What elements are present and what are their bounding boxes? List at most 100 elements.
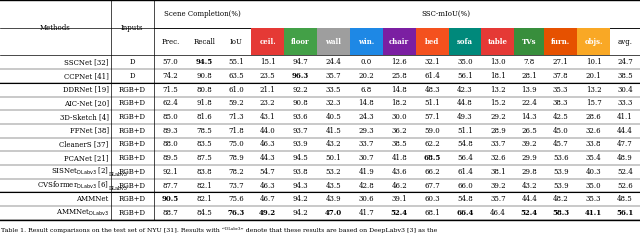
- Text: Methods: Methods: [40, 24, 70, 32]
- Text: 35.0: 35.0: [586, 181, 602, 190]
- Text: 52.4: 52.4: [521, 209, 538, 217]
- Text: chair: chair: [389, 38, 410, 46]
- Text: 36.2: 36.2: [392, 127, 407, 135]
- Text: 80.8: 80.8: [196, 86, 212, 94]
- Text: 3D-Sketch [4]: 3D-Sketch [4]: [60, 113, 109, 121]
- Text: 75.0: 75.0: [228, 141, 244, 148]
- Text: 28.1: 28.1: [522, 72, 537, 80]
- Text: 38.5: 38.5: [617, 72, 633, 80]
- Text: 41.1: 41.1: [617, 113, 633, 121]
- Text: 54.8: 54.8: [457, 195, 473, 203]
- Text: RGB+D: RGB+D: [119, 195, 146, 203]
- Text: 43.2: 43.2: [326, 141, 341, 148]
- Text: 73.7: 73.7: [228, 181, 244, 190]
- Text: 29.9: 29.9: [522, 154, 537, 162]
- Text: 44.8: 44.8: [457, 99, 473, 107]
- Text: 94.2: 94.2: [292, 195, 308, 203]
- Text: 90.8: 90.8: [196, 72, 212, 80]
- Text: 96.3: 96.3: [292, 72, 309, 80]
- Text: RGB+D: RGB+D: [119, 127, 146, 135]
- Text: 38.1: 38.1: [490, 168, 506, 176]
- Text: Scene Completion(%): Scene Completion(%): [164, 10, 241, 18]
- Text: 41.9: 41.9: [358, 168, 374, 176]
- Text: DLabv3: DLabv3: [109, 186, 127, 191]
- Text: floor: floor: [291, 38, 310, 46]
- Text: 68.5: 68.5: [424, 154, 441, 162]
- Text: 42.5: 42.5: [553, 113, 568, 121]
- Text: 62.2: 62.2: [424, 141, 440, 148]
- Text: table: table: [488, 38, 508, 46]
- Bar: [544, 28, 577, 55]
- Text: 92.1: 92.1: [163, 168, 179, 176]
- Text: 29.2: 29.2: [490, 113, 506, 121]
- Text: 43.1: 43.1: [260, 113, 275, 121]
- Text: 7.8: 7.8: [524, 58, 535, 66]
- Text: 37.8: 37.8: [553, 72, 568, 80]
- Text: 50.1: 50.1: [326, 154, 341, 162]
- Text: 83.8: 83.8: [196, 168, 212, 176]
- Text: 66.4: 66.4: [456, 209, 474, 217]
- Text: SSCNet [32]: SSCNet [32]: [64, 58, 109, 66]
- Text: 76.3: 76.3: [228, 209, 245, 217]
- Text: 30.6: 30.6: [358, 195, 374, 203]
- Text: SISNet$_{\mathrm{DLabv3}}$ [2]: SISNet$_{\mathrm{DLabv3}}$ [2]: [51, 166, 109, 177]
- Text: 29.3: 29.3: [358, 127, 374, 135]
- Text: 91.8: 91.8: [196, 99, 212, 107]
- Text: 84.5: 84.5: [196, 209, 212, 217]
- Bar: [416, 28, 449, 55]
- Text: 49.2: 49.2: [259, 209, 276, 217]
- Text: 38.5: 38.5: [392, 141, 407, 148]
- Text: 88.0: 88.0: [163, 141, 179, 148]
- Text: CCPNet [41]: CCPNet [41]: [64, 72, 109, 80]
- Text: 32.6: 32.6: [490, 154, 506, 162]
- Text: 71.3: 71.3: [228, 113, 244, 121]
- Text: 15.2: 15.2: [490, 99, 506, 107]
- Text: 55.1: 55.1: [228, 58, 244, 66]
- Text: 59.2: 59.2: [228, 99, 244, 107]
- Text: SSC-mIoU(%): SSC-mIoU(%): [421, 10, 470, 18]
- Text: 30.4: 30.4: [617, 86, 633, 94]
- Text: 33.7: 33.7: [490, 141, 506, 148]
- Text: 29.8: 29.8: [522, 168, 537, 176]
- Text: 47.0: 47.0: [325, 209, 342, 217]
- Text: 33.3: 33.3: [618, 99, 633, 107]
- Text: 66.0: 66.0: [457, 181, 473, 190]
- Text: 39.2: 39.2: [522, 141, 537, 148]
- Text: 13.2: 13.2: [586, 86, 602, 94]
- Text: 6.8: 6.8: [361, 86, 372, 94]
- Bar: [515, 28, 544, 55]
- Text: 93.8: 93.8: [292, 168, 308, 176]
- Text: 89.3: 89.3: [163, 127, 179, 135]
- Text: objs.: objs.: [584, 38, 603, 46]
- Text: 53.6: 53.6: [553, 154, 568, 162]
- Text: TVs: TVs: [522, 38, 536, 46]
- Text: 49.3: 49.3: [457, 113, 473, 121]
- Text: 87.5: 87.5: [196, 154, 212, 162]
- Text: DDRNet [19]: DDRNet [19]: [63, 86, 109, 94]
- Text: 15.1: 15.1: [260, 58, 276, 66]
- Text: 89.5: 89.5: [163, 154, 179, 162]
- Text: 60.3: 60.3: [424, 195, 440, 203]
- Text: 46.3: 46.3: [260, 141, 275, 148]
- Text: 58.3: 58.3: [552, 209, 569, 217]
- Text: 54.7: 54.7: [260, 168, 276, 176]
- Text: 44.4: 44.4: [617, 127, 633, 135]
- Text: 56.1: 56.1: [457, 72, 473, 80]
- Text: 61.0: 61.0: [228, 86, 244, 94]
- Text: 52.4: 52.4: [390, 209, 408, 217]
- Text: 46.4: 46.4: [490, 209, 506, 217]
- Text: RGB+D: RGB+D: [119, 86, 146, 94]
- Text: 28.9: 28.9: [490, 127, 506, 135]
- Text: 23.5: 23.5: [260, 72, 275, 80]
- Text: 78.9: 78.9: [228, 154, 244, 162]
- Text: 87.7: 87.7: [163, 181, 179, 190]
- Text: 23.2: 23.2: [260, 99, 275, 107]
- Text: 62.4: 62.4: [163, 99, 179, 107]
- Text: 32.6: 32.6: [586, 127, 602, 135]
- Text: 78.5: 78.5: [196, 127, 212, 135]
- Text: 94.2: 94.2: [292, 209, 308, 217]
- Text: 35.0: 35.0: [457, 58, 473, 66]
- Text: 48.9: 48.9: [617, 154, 633, 162]
- Text: 41.5: 41.5: [326, 127, 341, 135]
- Text: 48.3: 48.3: [424, 86, 440, 94]
